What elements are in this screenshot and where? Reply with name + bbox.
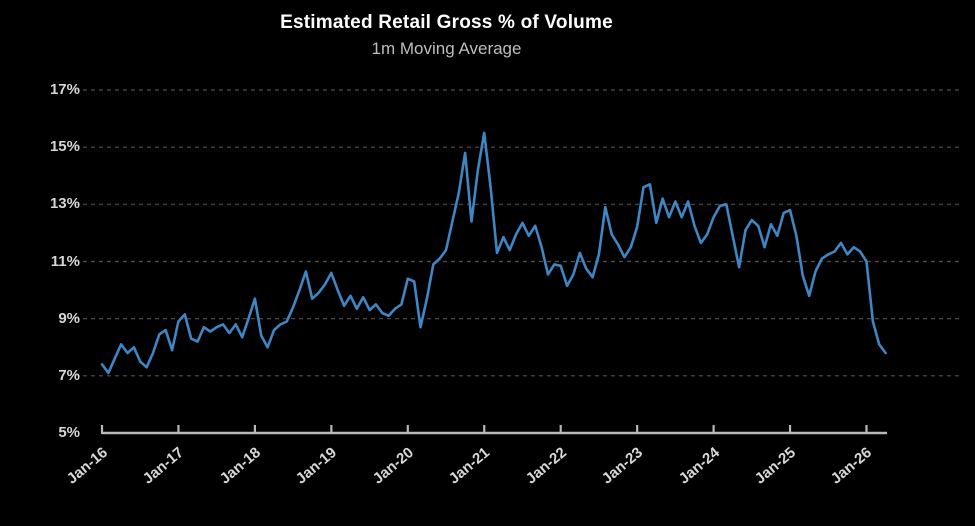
- y-axis-label: 17%: [49, 81, 80, 98]
- plot-line: [100, 131, 887, 375]
- chart-title: Estimated Retail Gross % of Volume: [280, 12, 613, 33]
- chart-subtitle: 1m Moving Average: [371, 39, 522, 58]
- y-axis-label: 15%: [49, 138, 80, 156]
- y-axis-label: 13%: [49, 195, 80, 213]
- y-axis-label: 11%: [50, 252, 80, 270]
- y-axis-label: 5%: [58, 424, 80, 441]
- x-axis-line: [100, 425, 887, 435]
- y-axis-label: 9%: [58, 309, 80, 327]
- gridlines: [75, 89, 962, 377]
- y-axis-label: 7%: [58, 366, 80, 384]
